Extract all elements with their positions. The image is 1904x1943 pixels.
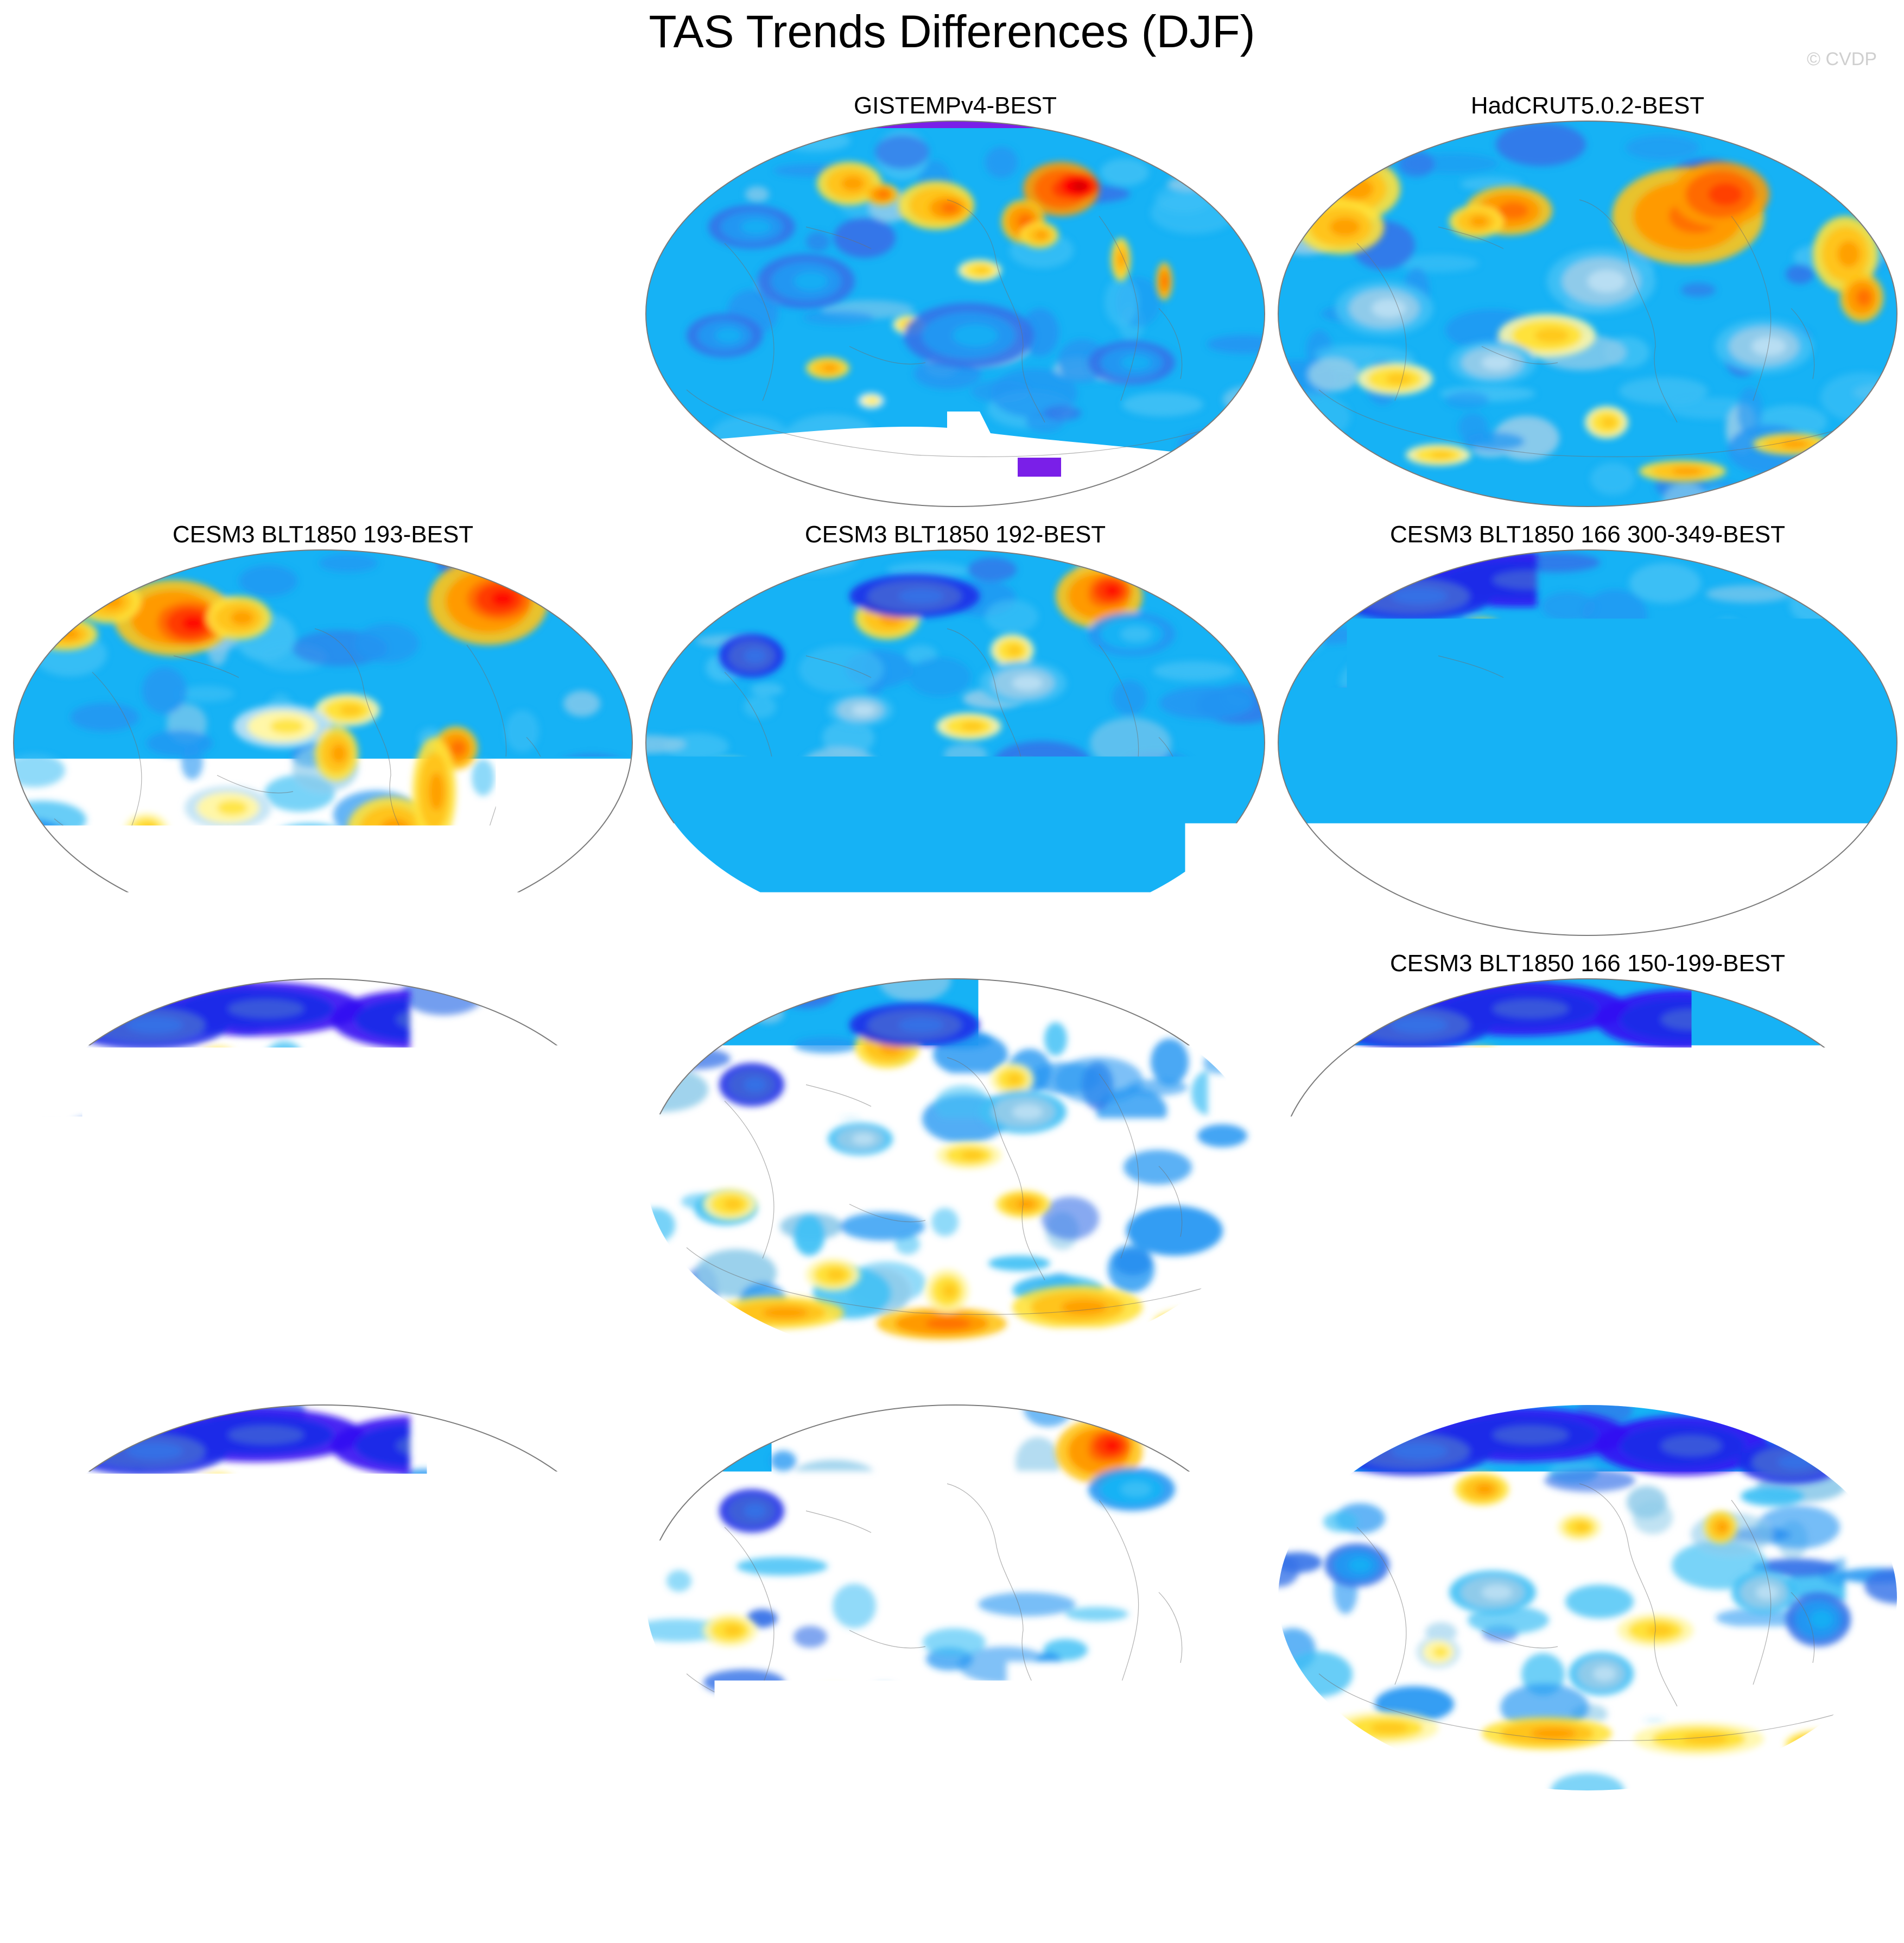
colorbar-label: -6 xyxy=(413,1900,441,1935)
colorbar-swatch xyxy=(1215,1861,1281,1893)
colorbar-swatch xyxy=(361,1861,428,1893)
colorbar: -6 -4 -2 -0.5 0 0.5 2 4 6 xyxy=(0,0,1904,1943)
colorbar-label: -4 xyxy=(544,1900,573,1935)
colorbar-swatch xyxy=(1347,1861,1413,1893)
colorbar-swatch xyxy=(1281,1861,1347,1893)
colorbar-swatch xyxy=(690,1861,756,1893)
colorbar-swatch xyxy=(427,1861,493,1893)
colorbar-swatch xyxy=(1084,1861,1150,1893)
colorbar-swatch xyxy=(1544,1861,1610,1893)
colorbar-label: 2 xyxy=(1207,1900,1224,1935)
colorbar-swatch xyxy=(821,1861,887,1893)
colorbar-label: -2 xyxy=(676,1900,704,1935)
colorbar-label: 6 xyxy=(1469,1900,1487,1935)
colorbar-label: 4 xyxy=(1338,1900,1355,1935)
colorbar-swatch xyxy=(1412,1861,1478,1893)
colorbar-swatch xyxy=(1150,1861,1216,1893)
colorbar-swatch xyxy=(493,1861,559,1893)
colorbar-swatch xyxy=(756,1861,822,1893)
colorbar-swatch xyxy=(1478,1861,1544,1893)
colorbar-swatch xyxy=(1018,1861,1084,1893)
colorbar-label: 0.5 xyxy=(1062,1900,1106,1935)
colorbar-swatch xyxy=(624,1861,690,1893)
colorbar-swatch xyxy=(887,1861,953,1893)
colorbar-swatch xyxy=(558,1861,625,1893)
colorbar-label: 0 xyxy=(944,1900,961,1935)
colorbar-swatch xyxy=(953,1861,1019,1893)
colorbar-label: -0.5 xyxy=(794,1900,848,1935)
colorbar-swatch xyxy=(296,1861,362,1893)
